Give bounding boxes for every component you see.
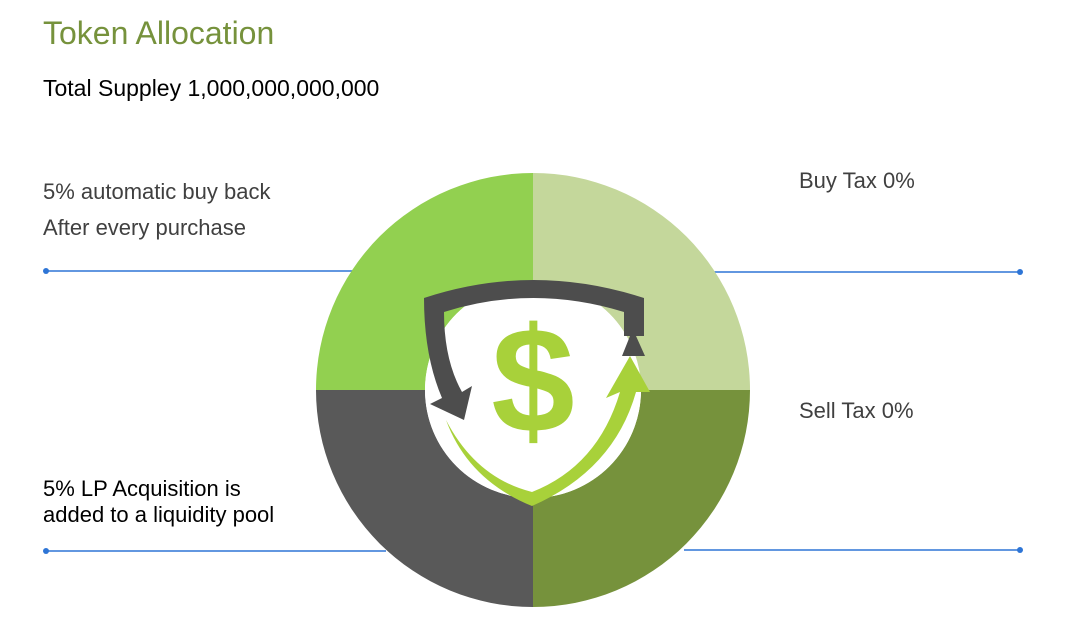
label-lp-line-2: added to a liquidity pool	[43, 502, 275, 527]
green-cycle-arrow	[446, 356, 650, 506]
total-supply: Total Suppley 1,000,000,000,000	[43, 75, 380, 101]
page-title: Token Allocation	[43, 15, 275, 51]
label-sell-tax: Sell Tax 0%	[799, 398, 914, 423]
ring-center	[425, 282, 641, 498]
connector-lines	[43, 268, 1023, 554]
dollar-icon: $	[491, 296, 574, 464]
quadrant-bottom-right	[533, 390, 750, 607]
allocation-ring	[316, 173, 750, 607]
quadrant-top-right	[533, 173, 750, 390]
dollar-shield-cycle-icon: $	[424, 280, 650, 506]
connector-dot-bottom-right	[1017, 547, 1023, 553]
connector-dot-top-left	[43, 268, 49, 274]
connector-dot-top-right	[1017, 269, 1023, 275]
label-lp-acquisition: 5% LP Acquisition is added to a liquidit…	[43, 476, 274, 528]
connector-dot-bottom-left	[43, 548, 49, 554]
dark-cycle-arrow	[424, 280, 645, 420]
label-lp-line-1: 5% LP Acquisition is	[43, 476, 241, 501]
label-buy-tax: Buy Tax 0%	[799, 168, 915, 193]
quadrant-bottom-left	[316, 390, 533, 607]
label-buy-back-line-2: After every purchase	[43, 215, 246, 240]
label-buy-back: 5% automatic buy back After every purcha…	[43, 174, 270, 246]
label-buy-back-line-1: 5% automatic buy back	[43, 179, 271, 204]
quadrant-top-left	[316, 173, 533, 390]
